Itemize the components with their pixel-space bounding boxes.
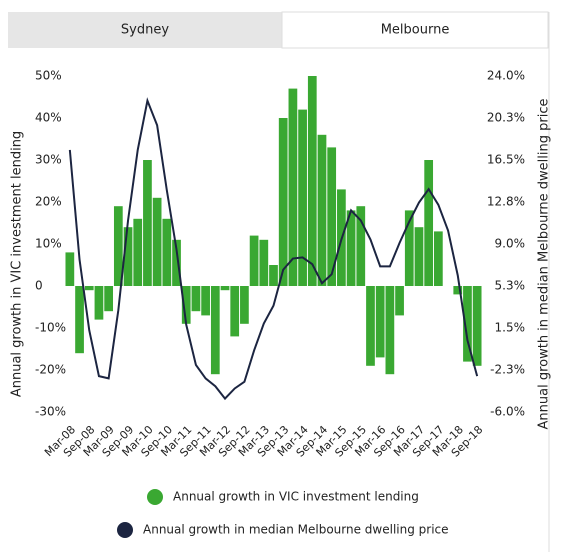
bar xyxy=(356,206,366,286)
bar xyxy=(181,286,191,324)
legend-marker[interactable] xyxy=(147,489,163,505)
bar xyxy=(395,286,404,316)
bar xyxy=(298,109,307,286)
bar xyxy=(65,252,75,286)
bar xyxy=(123,227,133,286)
bar xyxy=(327,147,337,286)
y2-tick-label: -6.0% xyxy=(490,405,525,419)
y-tick-label: 50% xyxy=(35,69,62,83)
bar xyxy=(210,286,220,375)
bar xyxy=(463,286,472,362)
y-tick-label: 30% xyxy=(35,153,62,167)
legend-marker[interactable] xyxy=(117,522,133,538)
y-tick-label: 20% xyxy=(35,195,62,209)
bar xyxy=(346,210,356,286)
line xyxy=(68,97,479,401)
bar xyxy=(453,286,463,295)
bar xyxy=(220,286,230,291)
legend-label[interactable]: Annual growth in median Melbourne dwelli… xyxy=(143,523,449,537)
bar xyxy=(414,227,424,286)
bar xyxy=(472,286,482,366)
bar xyxy=(94,286,104,320)
bar xyxy=(240,286,249,324)
bar xyxy=(259,239,269,286)
bar xyxy=(404,210,414,286)
tab[interactable] xyxy=(8,12,282,48)
bar xyxy=(113,206,123,286)
bar xyxy=(249,235,259,286)
bar xyxy=(104,286,114,312)
bar xyxy=(424,160,434,286)
bar xyxy=(162,218,172,286)
bar xyxy=(143,160,152,286)
bar xyxy=(230,286,240,337)
y2-tick-label: 20.3% xyxy=(487,111,525,125)
y2-tick-label: 12.8% xyxy=(487,195,525,209)
y2-tick-label: 1.5% xyxy=(495,321,526,335)
y2-tick-label: 24.0% xyxy=(487,69,525,83)
bar xyxy=(385,286,395,375)
y-tick-label: 40% xyxy=(35,111,62,125)
bar xyxy=(133,218,143,286)
y2-tick-label: 9.0% xyxy=(495,237,526,251)
y2-tick-label: 5.3% xyxy=(495,279,526,293)
y-tick-label: -10% xyxy=(35,321,66,335)
y-tick-label: 0 xyxy=(35,279,43,293)
bar xyxy=(433,231,443,286)
bar xyxy=(278,118,288,286)
tab[interactable] xyxy=(281,11,549,49)
bar xyxy=(375,286,385,358)
y-axis-title: Annual growth in VIC investment lending xyxy=(10,131,25,397)
bar xyxy=(84,286,94,291)
y-tick-label: -30% xyxy=(35,405,66,419)
legend-label[interactable]: Annual growth in VIC investment lending xyxy=(173,490,419,504)
bar xyxy=(307,76,317,286)
bar xyxy=(172,239,181,286)
bar xyxy=(75,286,84,354)
bar xyxy=(317,134,327,286)
y-tick-label: -20% xyxy=(35,363,66,377)
tab-label[interactable]: Melbourne xyxy=(381,23,450,38)
y-tick-label: 10% xyxy=(35,237,62,251)
bar xyxy=(366,286,375,366)
bar xyxy=(269,265,278,286)
bar xyxy=(152,197,162,286)
y2-tick-label: 16.5% xyxy=(487,153,525,167)
bar xyxy=(191,286,201,312)
bar xyxy=(201,286,210,316)
y2-tick-label: -2.3% xyxy=(490,363,525,377)
y2-axis-title: Annual growth in median Melbourne dwelli… xyxy=(537,99,552,430)
bar xyxy=(288,88,298,286)
tab-label[interactable]: Sydney xyxy=(121,23,169,38)
